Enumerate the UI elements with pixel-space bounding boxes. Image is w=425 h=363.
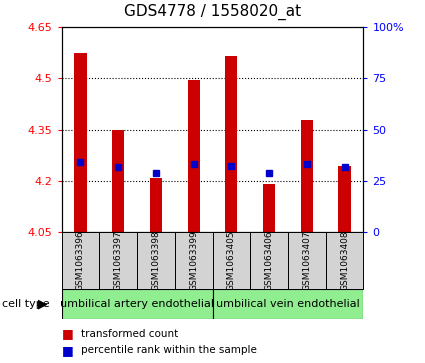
Bar	[250, 232, 288, 289]
Text: GSM1063396: GSM1063396	[76, 230, 85, 291]
Bar	[62, 289, 212, 319]
Bar	[112, 130, 124, 232]
Bar	[338, 166, 351, 232]
Text: ■: ■	[62, 327, 74, 340]
Text: umbilical vein endothelial: umbilical vein endothelial	[216, 299, 360, 309]
Bar	[175, 232, 212, 289]
Text: umbilical artery endothelial: umbilical artery endothelial	[60, 299, 214, 309]
Text: cell type: cell type	[2, 299, 50, 309]
Text: GSM1063397: GSM1063397	[114, 230, 123, 291]
Bar	[150, 178, 162, 232]
Text: GDS4778 / 1558020_at: GDS4778 / 1558020_at	[124, 4, 301, 20]
Text: GSM1063407: GSM1063407	[302, 230, 311, 291]
Bar	[212, 289, 363, 319]
Text: GSM1063398: GSM1063398	[151, 230, 160, 291]
Bar	[74, 53, 87, 232]
Bar	[301, 119, 313, 232]
Bar	[263, 184, 275, 232]
Bar	[62, 232, 99, 289]
Text: GSM1063399: GSM1063399	[189, 230, 198, 291]
Bar	[225, 56, 238, 232]
Text: ■: ■	[62, 344, 74, 357]
Text: GSM1063405: GSM1063405	[227, 230, 236, 291]
Text: transformed count: transformed count	[81, 329, 178, 339]
Bar	[288, 232, 326, 289]
Bar	[99, 232, 137, 289]
Text: ▶: ▶	[38, 298, 47, 310]
Bar	[137, 232, 175, 289]
Text: percentile rank within the sample: percentile rank within the sample	[81, 345, 257, 355]
Bar	[212, 232, 250, 289]
Text: GSM1063408: GSM1063408	[340, 230, 349, 291]
Bar	[326, 232, 363, 289]
Bar	[187, 80, 200, 232]
Text: GSM1063406: GSM1063406	[265, 230, 274, 291]
